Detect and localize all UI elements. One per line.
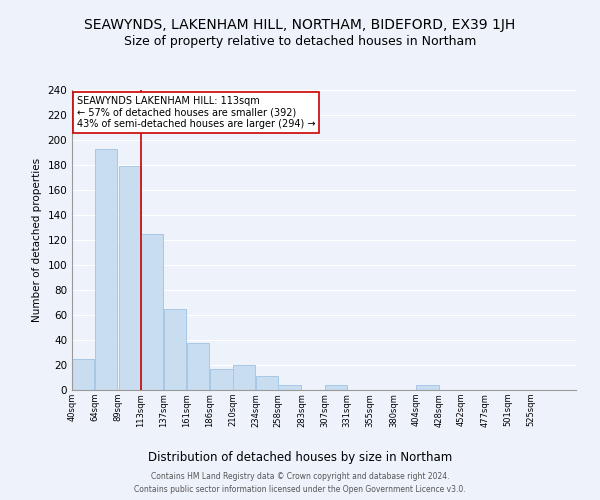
- Bar: [164, 308, 186, 390]
- Text: Size of property relative to detached houses in Northam: Size of property relative to detached ho…: [124, 35, 476, 48]
- Bar: [233, 365, 255, 390]
- Text: SEAWYNDS LAKENHAM HILL: 113sqm
← 57% of detached houses are smaller (392)
43% of: SEAWYNDS LAKENHAM HILL: 113sqm ← 57% of …: [77, 96, 316, 129]
- Bar: [119, 166, 141, 390]
- Text: Distribution of detached houses by size in Northam: Distribution of detached houses by size …: [148, 451, 452, 464]
- Text: Contains public sector information licensed under the Open Government Licence v3: Contains public sector information licen…: [134, 485, 466, 494]
- Bar: [278, 385, 301, 390]
- Bar: [141, 234, 163, 390]
- Bar: [187, 342, 209, 390]
- Bar: [325, 385, 347, 390]
- Text: Contains HM Land Registry data © Crown copyright and database right 2024.: Contains HM Land Registry data © Crown c…: [151, 472, 449, 481]
- Text: SEAWYNDS, LAKENHAM HILL, NORTHAM, BIDEFORD, EX39 1JH: SEAWYNDS, LAKENHAM HILL, NORTHAM, BIDEFO…: [85, 18, 515, 32]
- Bar: [256, 376, 278, 390]
- Bar: [95, 149, 117, 390]
- Y-axis label: Number of detached properties: Number of detached properties: [32, 158, 42, 322]
- Bar: [416, 385, 439, 390]
- Bar: [210, 369, 233, 390]
- Bar: [72, 359, 94, 390]
